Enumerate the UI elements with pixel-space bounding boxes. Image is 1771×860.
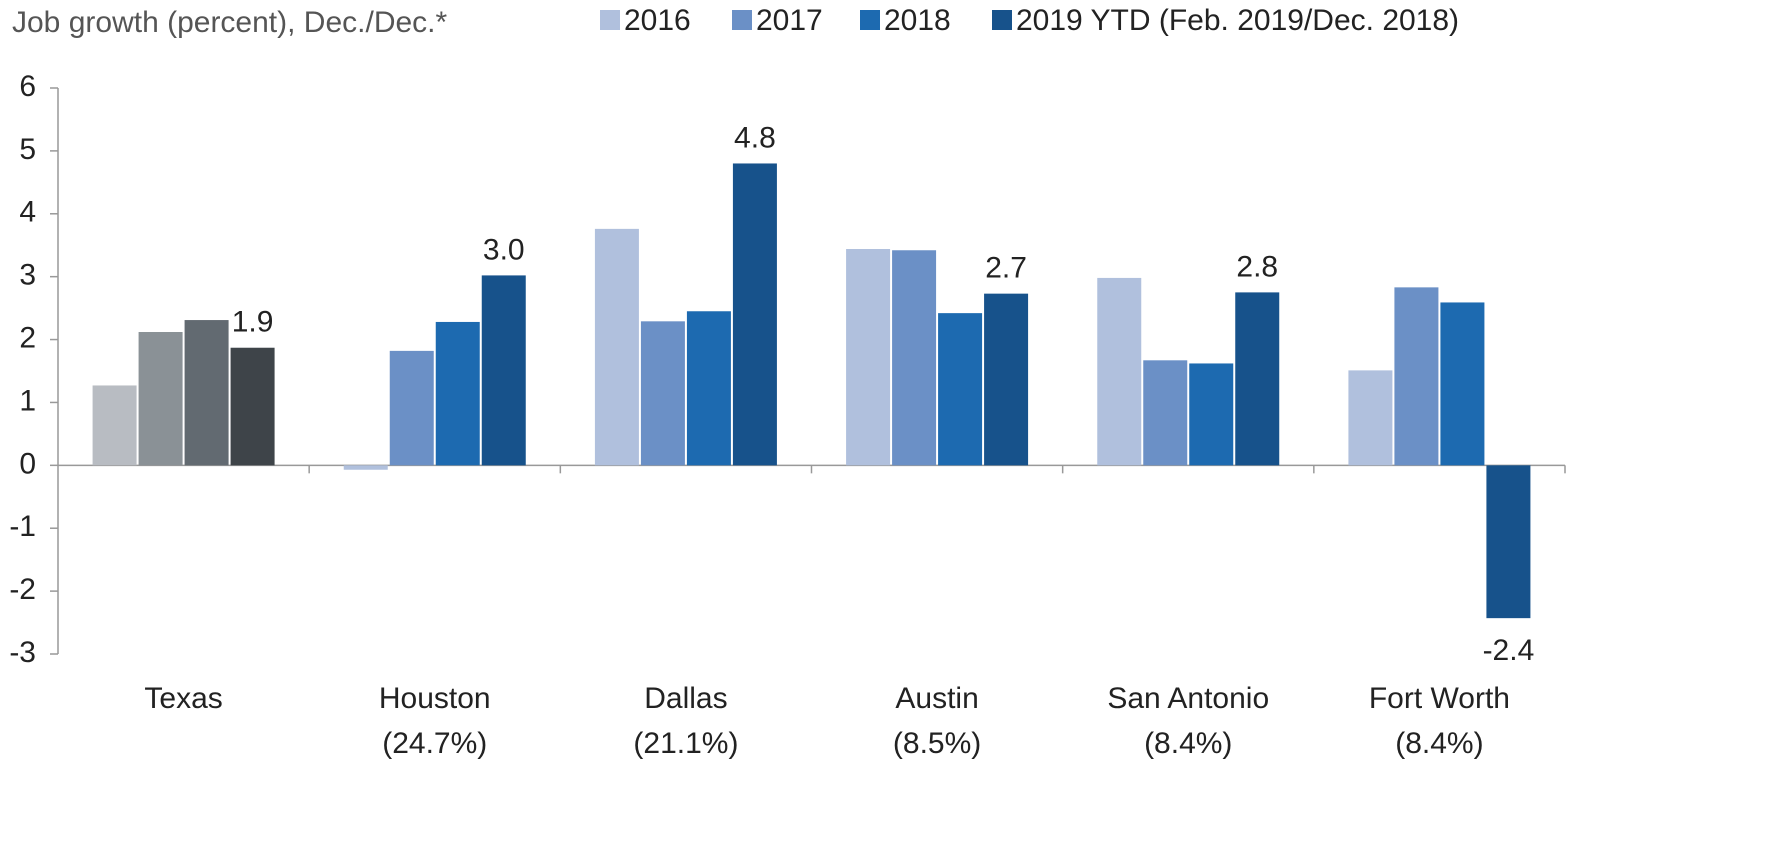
x-tick-note: (8.4%) [1395, 727, 1483, 760]
bar [984, 293, 1029, 466]
bar [343, 465, 388, 470]
legend-swatch [992, 10, 1012, 30]
y-tick-label: -1 [9, 510, 36, 543]
chart-title: Job growth (percent), Dec./Dec.* [12, 6, 448, 39]
value-label: -2.4 [1483, 634, 1535, 667]
bar [184, 320, 229, 466]
y-tick-label: 0 [19, 447, 36, 480]
bar [1394, 287, 1439, 466]
bar [686, 311, 731, 466]
bar [481, 275, 526, 466]
bar [1235, 292, 1280, 466]
bar [1189, 363, 1234, 466]
bar [138, 332, 183, 466]
y-tick-label: 5 [19, 133, 36, 166]
bar [1440, 302, 1485, 466]
y-tick-label: 2 [19, 321, 36, 354]
bar [230, 347, 275, 466]
bar [92, 385, 137, 466]
legend-label: 2018 [884, 4, 951, 37]
x-tick-note: (8.4%) [1144, 727, 1232, 760]
bar [1348, 370, 1393, 466]
bar [732, 163, 777, 466]
x-tick-label: Houston [379, 682, 491, 715]
x-tick-note: (24.7%) [382, 727, 487, 760]
bar [640, 321, 685, 466]
bar [1097, 277, 1142, 466]
value-label: 1.9 [232, 306, 274, 339]
x-tick-note: (21.1%) [633, 727, 738, 760]
bar [846, 248, 891, 466]
x-tick-label: San Antonio [1107, 682, 1269, 715]
y-tick-label: 4 [19, 196, 36, 229]
x-tick-label: Dallas [644, 682, 727, 715]
legend-swatch [732, 10, 752, 30]
legend-label: 2019 YTD (Feb. 2019/Dec. 2018) [1016, 4, 1459, 37]
value-label: 2.7 [985, 252, 1027, 285]
legend-label: 2017 [756, 4, 823, 37]
value-label: 3.0 [483, 233, 525, 266]
legend-swatch [860, 10, 880, 30]
x-tick-label: Austin [895, 682, 978, 715]
bar [594, 228, 639, 466]
bar [435, 321, 480, 466]
x-tick-note: (8.5%) [893, 727, 981, 760]
y-tick-label: -2 [9, 573, 36, 606]
bar [892, 250, 937, 466]
x-tick-label: Texas [144, 682, 222, 715]
y-tick-label: 6 [19, 70, 36, 103]
bar [1486, 465, 1531, 619]
value-label: 4.8 [734, 121, 776, 154]
y-tick-label: -3 [9, 636, 36, 669]
x-tick-label: Fort Worth [1369, 682, 1510, 715]
bar [938, 313, 983, 466]
value-label: 2.8 [1236, 250, 1278, 283]
y-tick-label: 1 [19, 384, 36, 417]
bar [1143, 360, 1188, 466]
legend-swatch [600, 10, 620, 30]
legend-label: 2016 [624, 4, 691, 37]
bar [389, 350, 434, 466]
y-tick-label: 3 [19, 259, 36, 292]
